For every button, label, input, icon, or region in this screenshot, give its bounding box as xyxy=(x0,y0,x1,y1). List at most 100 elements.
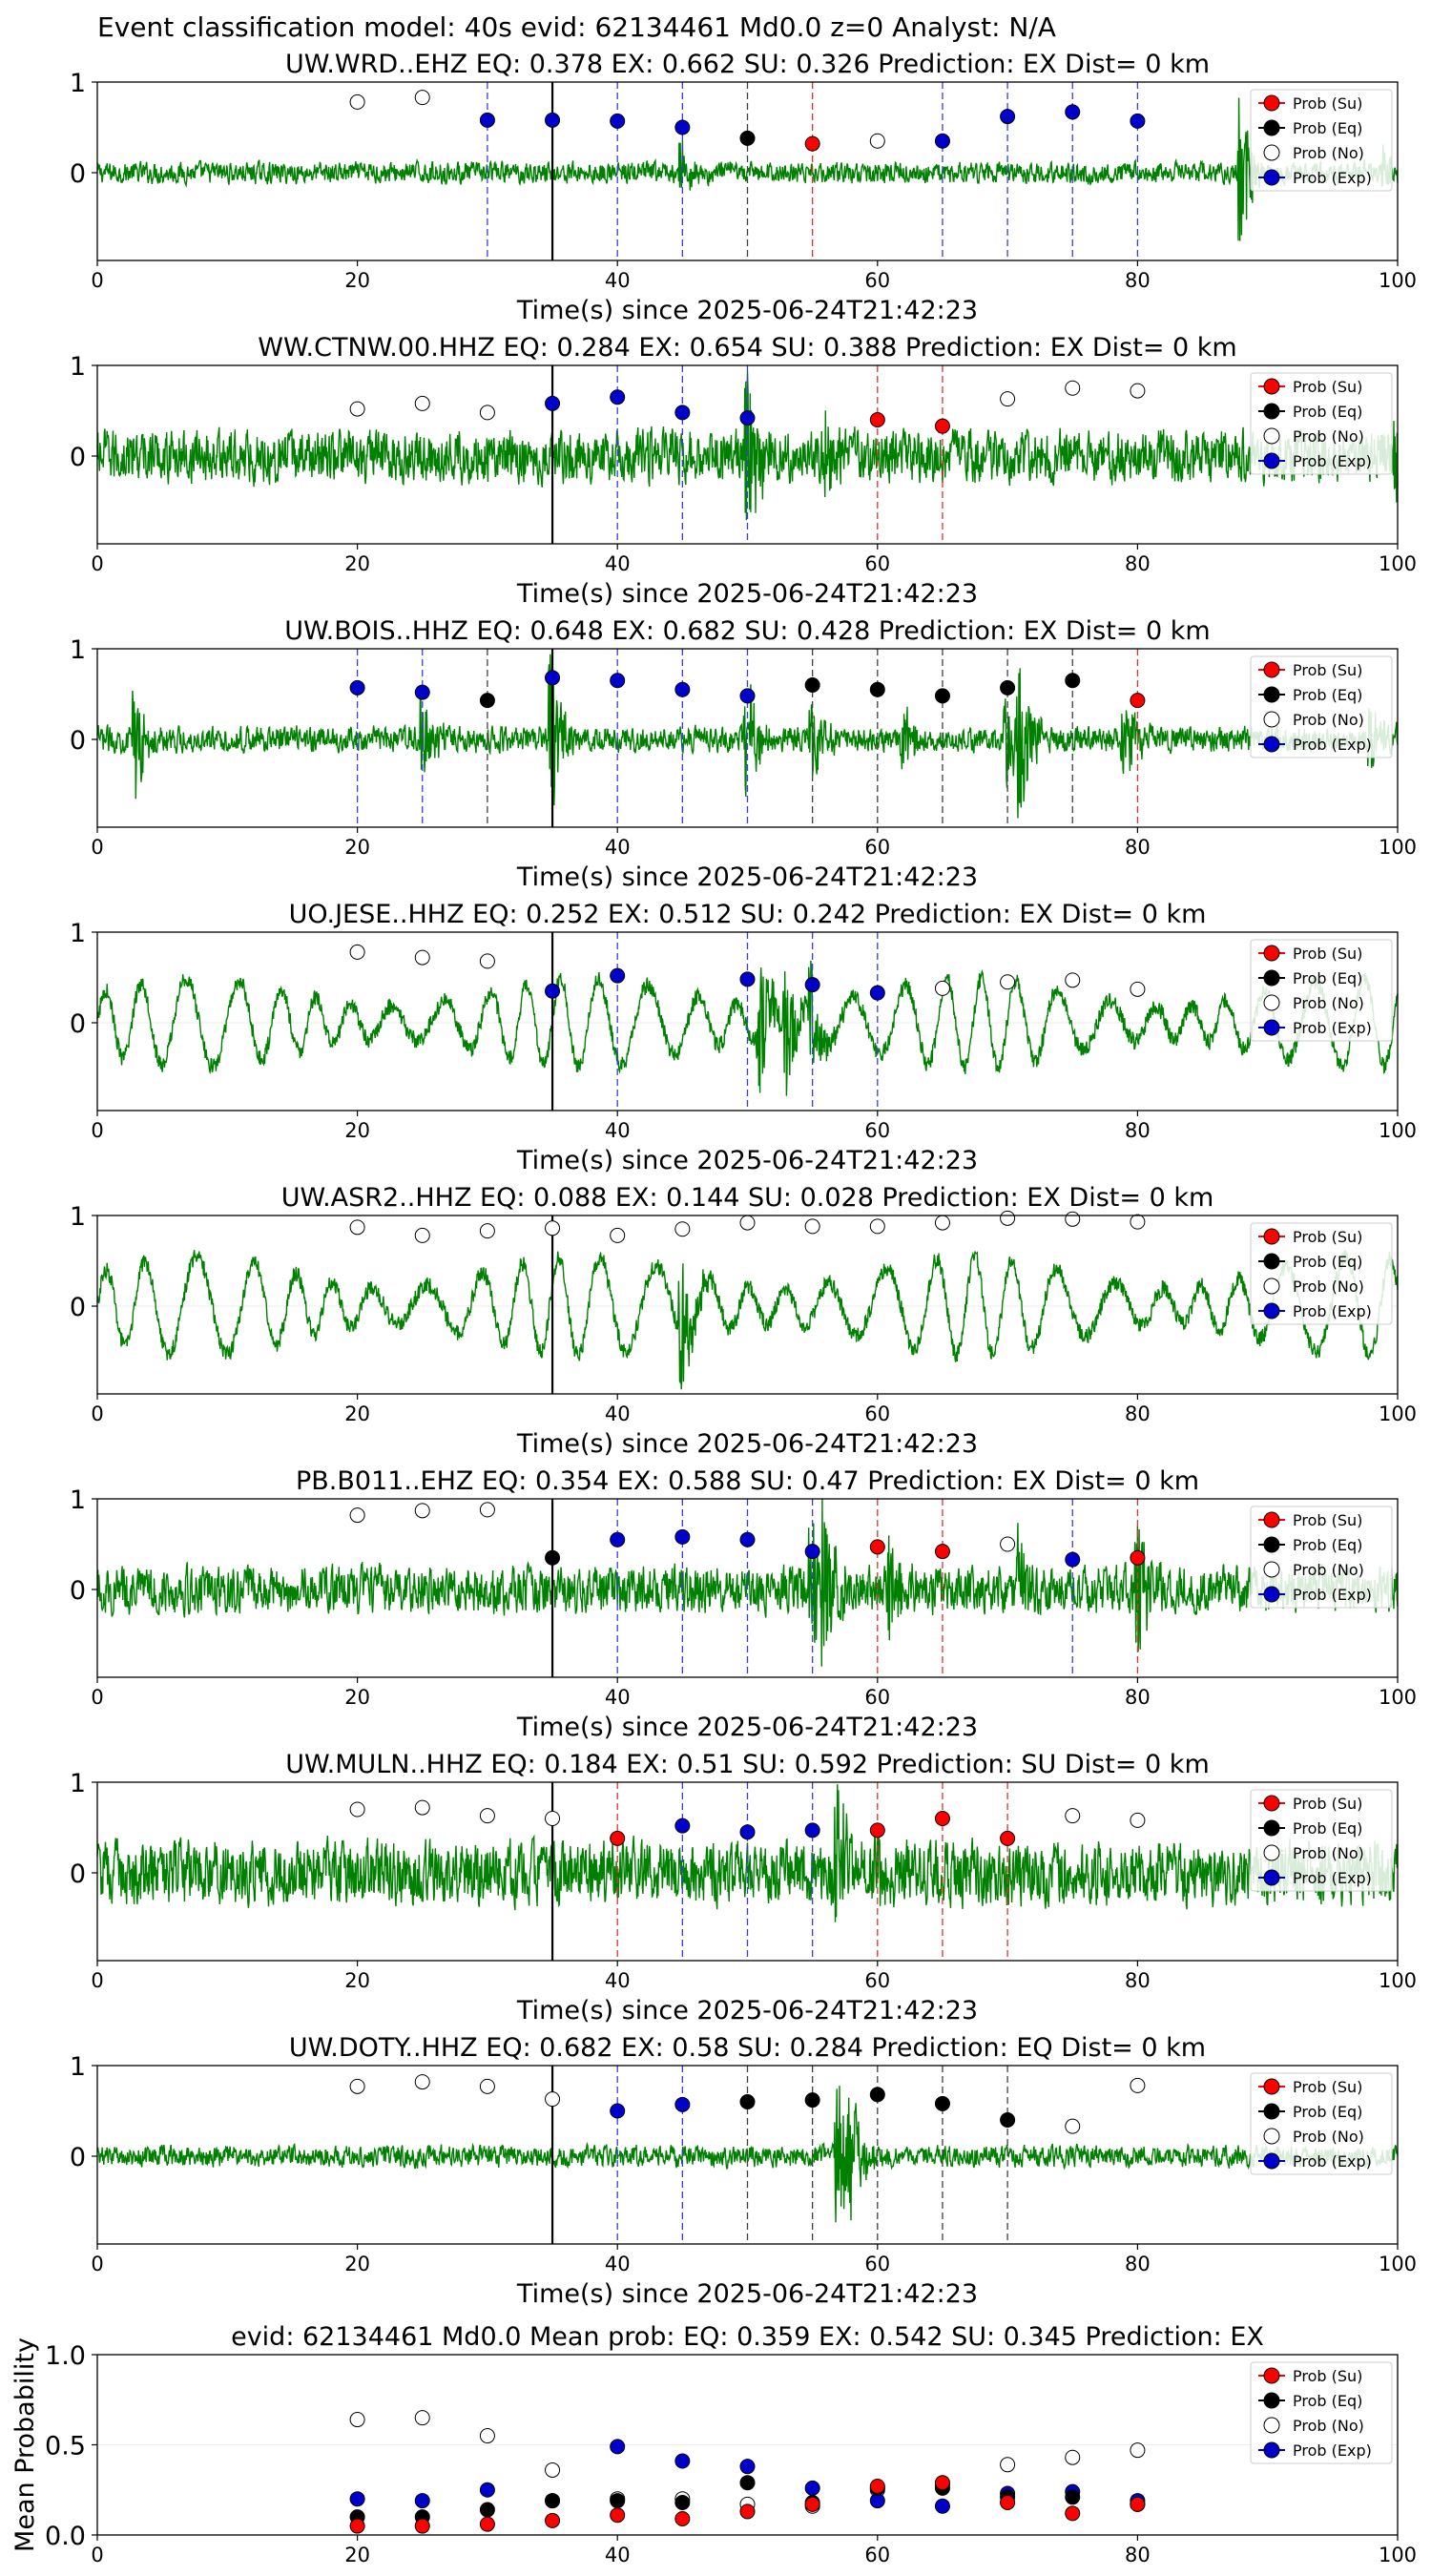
x-tick-label: 20 xyxy=(344,1686,370,1709)
prob-marker-no xyxy=(414,1799,430,1816)
x-tick-label: 80 xyxy=(1125,552,1151,575)
x-tick-label: 100 xyxy=(1379,2544,1417,2566)
legend-label-no: Prob (No) xyxy=(1293,2417,1364,2435)
y-tick-label: 0.5 xyxy=(45,2432,86,2462)
prob-marker-no xyxy=(479,1502,495,1518)
legend-marker-no xyxy=(1263,427,1280,445)
legend-label-no: Prob (No) xyxy=(1293,2128,1364,2146)
x-tick-label: 60 xyxy=(864,269,890,292)
x-tick-label: 40 xyxy=(605,1969,631,1992)
prob-marker-eq xyxy=(934,2095,950,2111)
prob-marker-no xyxy=(479,953,495,969)
prob-marker-no xyxy=(479,2078,495,2094)
prob-marker-exp xyxy=(804,977,820,993)
prob-marker-no xyxy=(349,944,365,960)
prob-marker-exp xyxy=(739,971,756,987)
legend-marker-exp xyxy=(1263,736,1280,753)
legend-label-eq: Prob (Eq) xyxy=(1293,686,1362,704)
prob-marker-su xyxy=(610,1830,626,1846)
mean-prob-marker-exp xyxy=(610,2439,626,2455)
prob-marker-exp xyxy=(610,673,626,689)
prob-marker-no xyxy=(1065,1211,1081,1227)
legend-label-exp: Prob (Exp) xyxy=(1293,1019,1372,1037)
legend-marker-exp xyxy=(1263,1302,1280,1319)
legend-label-no: Prob (No) xyxy=(1293,1844,1364,1862)
legend-marker-no xyxy=(1263,1561,1280,1578)
mean-prob-marker-no xyxy=(1130,2442,1146,2459)
mean-prob-marker-exp xyxy=(934,2498,950,2514)
x-axis-label: Time(s) since 2025-06-24T21:42:23 xyxy=(516,1996,978,2025)
prob-marker-exp xyxy=(610,967,626,984)
prob-marker-eq xyxy=(934,688,950,704)
legend-label-su: Prob (Su) xyxy=(1293,2367,1362,2385)
x-tick-label: 60 xyxy=(864,1402,890,1425)
prob-marker-su xyxy=(934,1544,950,1560)
legend-marker-no xyxy=(1263,1278,1280,1295)
x-tick-label: 20 xyxy=(344,552,370,575)
legend-label-su: Prob (Su) xyxy=(1293,1795,1362,1813)
prob-marker-exp xyxy=(1065,1551,1081,1568)
mean-prob-marker-su xyxy=(739,2503,756,2520)
panel-1: UW.WRD..EHZ EQ: 0.378 EX: 0.662 SU: 0.32… xyxy=(70,50,1417,325)
mean-prob-marker-su xyxy=(934,2475,950,2491)
mean-prob-marker-su xyxy=(869,2478,885,2494)
prob-marker-no xyxy=(1130,383,1146,399)
mean-prob-marker-su xyxy=(610,2507,626,2524)
mean-prob-marker-exp xyxy=(674,2453,691,2469)
prob-marker-no xyxy=(1000,974,1016,990)
prob-marker-exp xyxy=(869,985,885,1001)
prob-marker-no xyxy=(349,2078,365,2094)
legend-label-su: Prob (Su) xyxy=(1293,1511,1362,1529)
y-tick-label: 1 xyxy=(70,352,86,382)
legend-marker-su xyxy=(1263,661,1280,678)
mean-prob-marker-eq xyxy=(479,2502,495,2518)
legend-box xyxy=(1250,2361,1393,2464)
prob-marker-exp xyxy=(674,119,691,135)
x-tick-label: 60 xyxy=(864,836,890,859)
panel-title: UW.ASR2..HHZ EQ: 0.088 EX: 0.144 SU: 0.0… xyxy=(281,1183,1214,1213)
legend-label-eq: Prob (Eq) xyxy=(1293,403,1362,421)
legend-label-exp: Prob (Exp) xyxy=(1293,736,1372,754)
prob-marker-no xyxy=(349,1507,365,1524)
prob-marker-su xyxy=(869,412,885,427)
prob-marker-exp xyxy=(545,112,561,128)
prob-marker-no xyxy=(479,405,495,421)
axes-frame xyxy=(96,364,1399,545)
x-tick-label: 100 xyxy=(1379,1402,1417,1425)
mean-prob-marker-su xyxy=(545,2512,561,2528)
x-tick-label: 100 xyxy=(1379,836,1417,859)
x-tick-label: 60 xyxy=(864,552,890,575)
legend-label-exp: Prob (Exp) xyxy=(1293,1302,1372,1320)
legend-label-eq: Prob (Eq) xyxy=(1293,1819,1362,1838)
prob-marker-no xyxy=(414,2074,430,2090)
legend-box xyxy=(1250,1789,1393,1892)
mean-prob-marker-exp xyxy=(414,2493,430,2509)
x-tick-label: 60 xyxy=(864,1686,890,1709)
prob-marker-exp xyxy=(804,1822,820,1839)
x-tick-label: 80 xyxy=(1125,1119,1151,1142)
axes-frame xyxy=(96,1498,1399,1678)
prob-marker-no xyxy=(1065,1808,1081,1824)
legend-marker-exp xyxy=(1263,169,1280,186)
legend-marker-exp xyxy=(1263,452,1280,469)
prob-marker-no xyxy=(869,133,885,149)
legend-label-exp: Prob (Exp) xyxy=(1293,2441,1372,2460)
prob-marker-su xyxy=(804,135,820,152)
mean-prob-marker-no xyxy=(1000,2457,1016,2473)
legend-marker-eq xyxy=(1263,2392,1280,2409)
prob-marker-exp xyxy=(1130,113,1146,129)
legend-marker-eq xyxy=(1263,1819,1280,1837)
prob-marker-no xyxy=(545,1811,561,1826)
x-tick-label: 20 xyxy=(344,1402,370,1425)
prob-marker-exp xyxy=(414,684,430,700)
mean-prob-marker-su xyxy=(1130,2496,1146,2512)
x-tick-label: 20 xyxy=(344,836,370,859)
x-tick-label: 20 xyxy=(344,1119,370,1142)
mean-prob-marker-eq xyxy=(674,2494,691,2510)
prob-marker-no xyxy=(1065,972,1081,988)
x-tick-label: 0 xyxy=(91,552,103,575)
mean-prob-marker-eq xyxy=(1065,2489,1081,2505)
prob-marker-no xyxy=(349,401,365,417)
prob-marker-no xyxy=(545,1220,561,1236)
legend-marker-eq xyxy=(1263,119,1280,136)
